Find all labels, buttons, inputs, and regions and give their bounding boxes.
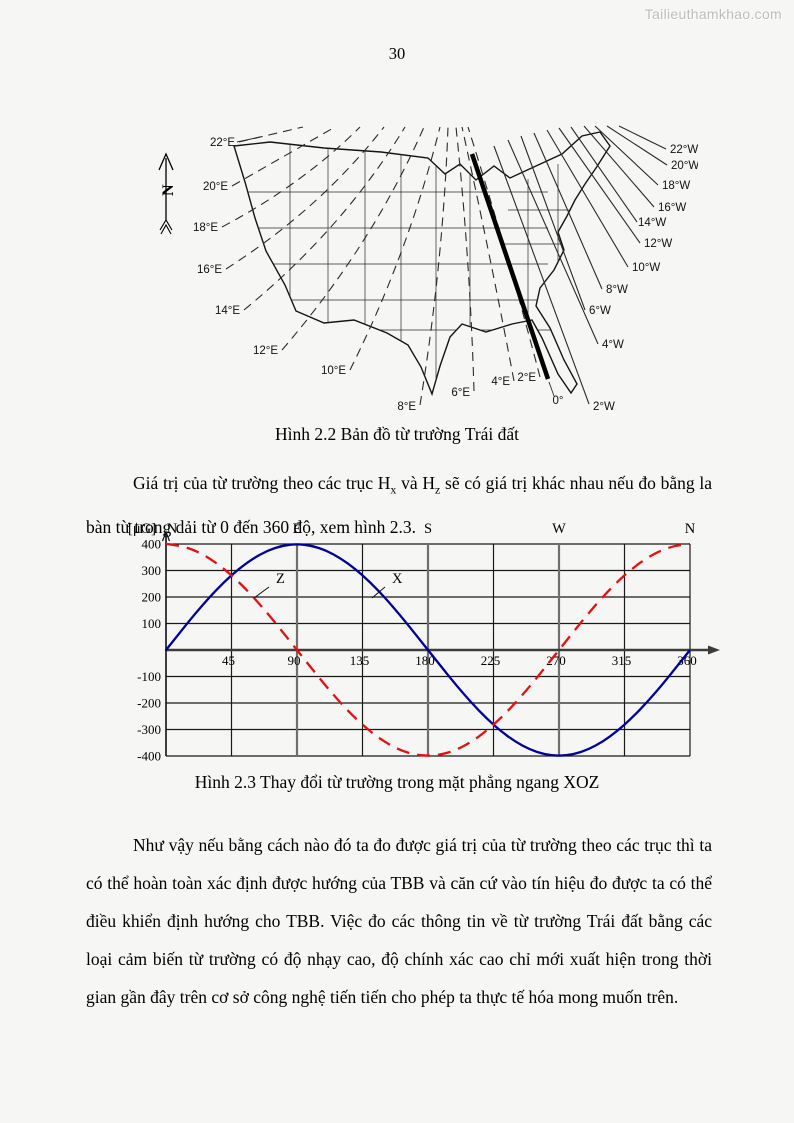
compass-label: E	[293, 521, 302, 537]
map-label: 20°E	[203, 181, 228, 193]
isogonic-lines-west	[493, 125, 668, 405]
map-label: 20°W	[671, 160, 698, 172]
y-tick-label: -100	[137, 669, 161, 684]
page-number: 30	[388, 44, 406, 63]
map-label: 2°E	[517, 372, 536, 384]
x-tick-label: 315	[612, 653, 632, 668]
map-label: 12°W	[644, 238, 672, 250]
x-tick-label: 225	[481, 653, 501, 668]
y-tick-label: 200	[142, 590, 162, 605]
map-label: 8°W	[606, 284, 628, 296]
north-arrow-label: N	[160, 184, 177, 196]
map-label: 18°E	[193, 222, 218, 234]
compass-label: S	[424, 521, 432, 537]
paragraph-1: Giá trị của từ trường theo các trục Hx v…	[86, 464, 712, 547]
x-tick-label: 270	[546, 653, 566, 668]
figure-chart-caption: Hình 2.3 Thay đổi từ trường trong mặt ph…	[194, 772, 600, 792]
figure-map: N 22°E 20°E 18°E 16°E 14°E 12°E 10°E 8°E…	[138, 124, 699, 429]
x-tick-label: 90	[288, 653, 301, 668]
x-tick-label: 45	[222, 653, 235, 668]
map-label: 2°W	[593, 401, 615, 413]
chart-series-Z	[165, 542, 691, 757]
x-tick-label: 180	[415, 653, 435, 668]
y-axis-arrow	[161, 530, 171, 542]
map-label: 8°E	[397, 401, 416, 413]
figure-map-caption: Hình 2.2 Bản đồ từ trường Trái đất	[274, 424, 520, 444]
y-tick-label: -400	[137, 749, 161, 764]
map-label: 14°E	[215, 305, 240, 317]
map-label: 10°W	[632, 262, 660, 274]
x-axis-arrow	[708, 645, 720, 655]
y-tick-label: 300	[142, 563, 162, 578]
map-label: 6°E	[451, 387, 470, 399]
map-label: 16°E	[197, 264, 222, 276]
us-outline	[233, 131, 611, 397]
x-tick-label: 135	[350, 653, 370, 668]
paragraph-2: Như vậy nếu bằng cách nào đó ta đo được …	[86, 834, 712, 1007]
y-unit-label: [μG]	[128, 521, 156, 537]
map-label: 22°E	[210, 137, 235, 149]
chart-series-X	[165, 543, 691, 757]
map-label: 12°E	[253, 345, 278, 357]
map-label: 16°W	[658, 202, 686, 214]
map-label: 6°W	[589, 305, 611, 317]
map-label: 10°E	[321, 365, 346, 377]
map-label: 14°W	[638, 217, 666, 229]
series-label-X: X	[392, 571, 403, 587]
compass-label: W	[552, 521, 566, 537]
us-declination-map: N 22°E 20°E 18°E 16°E 14°E 12°E 10°E 8°E…	[158, 125, 699, 413]
map-label: 4°E	[491, 376, 510, 388]
subscript-z: z	[435, 482, 441, 496]
map-label: 18°W	[662, 180, 690, 192]
isogonic-lines-east	[221, 126, 541, 406]
map-label-zero: 0°	[553, 395, 564, 407]
figure-chart: 400 300 200 100 -100 -200 -300 -400 45 90 135 180 22…	[126, 520, 726, 777]
subscript-x: x	[390, 482, 397, 496]
label-leader	[236, 136, 261, 143]
x-tick-label: 360	[677, 653, 697, 668]
y-tick-label: 400	[142, 537, 162, 552]
compass-label: N	[167, 521, 178, 537]
annotation-leader	[371, 586, 386, 599]
agonic-leader	[548, 381, 555, 397]
paragraph-1-text: Giá trị của từ trường theo các trục H	[133, 472, 391, 493]
y-tick-label: -200	[137, 696, 161, 711]
series-label-Z: Z	[276, 571, 285, 587]
compass-label: N	[685, 521, 696, 537]
north-arrow-icon	[158, 152, 174, 235]
y-tick-label: -300	[137, 722, 161, 737]
field-variation-chart: 400 300 200 100 -100 -200 -300 -400 45 90 135 180 22…	[128, 521, 720, 764]
paragraph-1-text: và H	[396, 472, 435, 493]
y-tick-label: 100	[142, 616, 162, 631]
agonic-line	[469, 153, 551, 380]
paragraph-1-text: sẽ có giá trị khác nhau nếu đo bằng la b…	[86, 472, 713, 538]
annotation-leader	[253, 586, 270, 599]
watermark: Tailieuthamkhao.com	[644, 6, 782, 22]
map-label: 4°W	[602, 339, 624, 351]
map-label: 22°W	[670, 144, 698, 156]
